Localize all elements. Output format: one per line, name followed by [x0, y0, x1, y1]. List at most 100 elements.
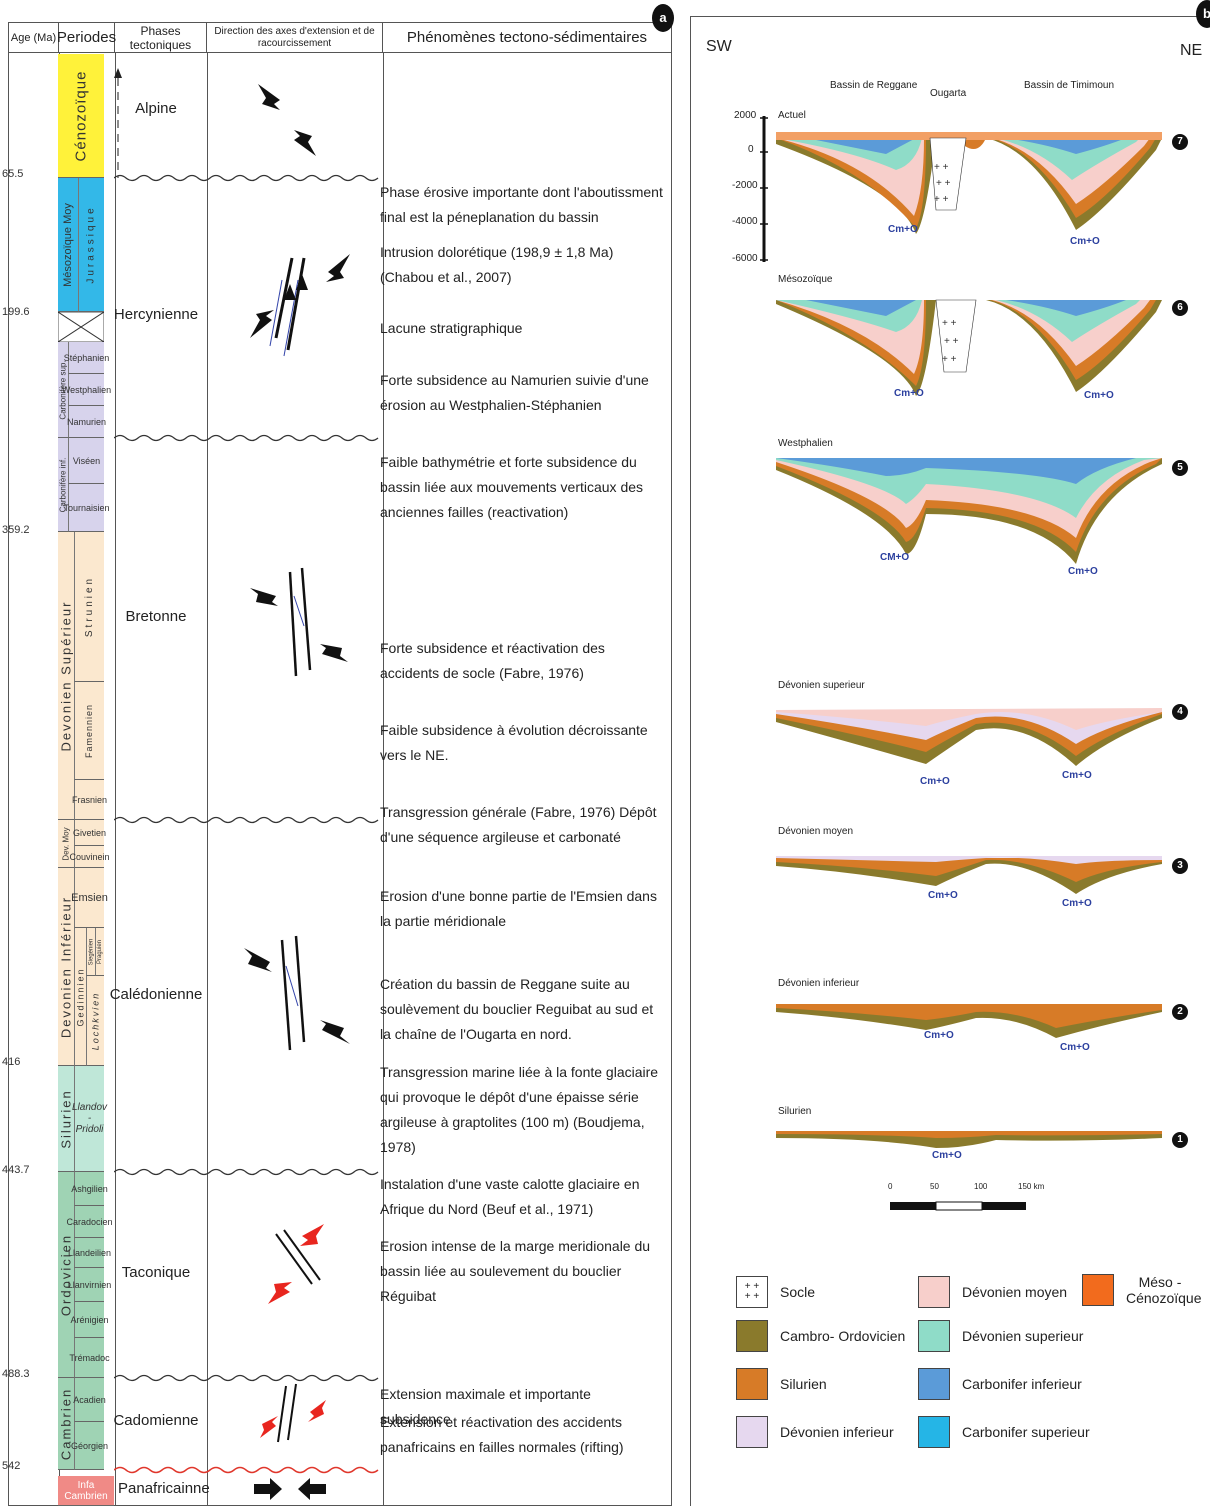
stage-emsien: Emsien [71, 868, 108, 928]
cross-section-devonien-moyen [776, 856, 1162, 894]
continuation-arrow-icon [114, 68, 122, 178]
cross-section-devonien-inferieur [776, 1004, 1162, 1038]
section-number: 4 [1172, 704, 1188, 720]
section-label: Actuel [778, 110, 806, 121]
section-number: 5 [1172, 460, 1188, 476]
extension-arrows-red-icon [268, 1224, 324, 1304]
stage-arenigien: Arénigien [70, 1302, 109, 1338]
cross-section-panel [690, 16, 1210, 1506]
svg-text:+ +: + + [942, 318, 957, 329]
header-phenomena: Phénomènes tectono-sédimentaires [383, 23, 671, 53]
panel-tag-b: b [1196, 0, 1210, 28]
stage-acadien: Acadien [73, 1378, 106, 1422]
scale-label: 0 [888, 1182, 893, 1191]
section-label: Dévonien superieur [778, 680, 865, 691]
unconformity-line [114, 1168, 379, 1176]
cmo-label: Cm+O [1062, 770, 1092, 781]
stage-siegenien: Siegénien [86, 928, 95, 976]
section-number: 7 [1172, 134, 1188, 150]
phenomenon-text: Erosion d'une bonne partie de l'Emsien d… [380, 888, 657, 929]
stage-georgien: Géorgien [71, 1422, 108, 1470]
age-label: 65.5 [2, 168, 24, 180]
unconformity-line [114, 1374, 379, 1382]
cross-section-mesozoique: + + + + + + [776, 299, 1162, 396]
period-cambrien: Cambrien [58, 1378, 74, 1470]
scale-label: 150 km [1018, 1182, 1045, 1191]
phase-taconique: Taconique [121, 1264, 191, 1281]
header-age: Age (Ma) [9, 23, 59, 53]
cmo-label: Cm+O [1068, 566, 1098, 577]
phenomenon-text: Faible subsidence à évolution décroissan… [380, 722, 648, 763]
legend-meso-cenozoique: Méso - Cénozoïque [1082, 1274, 1202, 1306]
cmo-label: Cm+O [888, 224, 918, 235]
phenomenon-text: Forte subsidence et réactivation des acc… [380, 640, 605, 681]
basin-label-timimoun: Bassin de Timimoun [1024, 80, 1115, 91]
stage-tournaisien: Tournaisien [63, 484, 110, 532]
stage-jurassique: Jurassique [78, 178, 104, 312]
svg-text:+ +: + + [936, 178, 951, 189]
section-number: 6 [1172, 300, 1188, 316]
cmo-label: Cm+O [920, 776, 950, 787]
stage-lochkvien: Lochkvien [86, 976, 104, 1066]
sw-label: SW [706, 38, 732, 55]
fault-transpression-icon [244, 935, 350, 1051]
svg-text:+ +: + + [934, 194, 949, 205]
stage-frasnien: Frasnien [72, 780, 107, 820]
stage-strunien: Strunien [74, 532, 104, 682]
section-label: Westphalien [778, 438, 833, 449]
stage-llandov-pridoli: Llandov - Pridoli [72, 1066, 107, 1172]
section-number: 1 [1172, 1132, 1188, 1148]
depth-tick: -2000 [732, 180, 758, 191]
stage-stephanien: Stéphanien [64, 342, 109, 374]
cmo-label: Cm+O [1060, 1042, 1090, 1053]
column-divider [115, 53, 116, 1505]
cross-section-silurien [776, 1131, 1162, 1148]
column-divider [207, 53, 208, 1505]
depth-tick: 0 [748, 144, 754, 155]
socle-swatch: + + + + [736, 1276, 768, 1308]
cmo-label: Cm+O [928, 890, 958, 901]
svg-text:+ +: + + [942, 354, 957, 365]
header-direction: Direction des axes d'extension et de rac… [207, 23, 383, 53]
legend-carbonifer-inferieur: Carbonifer inferieur [918, 1368, 1082, 1400]
period-carbonifere-sup: Carbonifère sup. [58, 342, 68, 438]
period-dev-moy: Dev. Moy [58, 820, 74, 868]
stage-couvinein: Couvinein [69, 846, 110, 868]
legend-devonien-superieur: Dévonien superieur [918, 1320, 1083, 1352]
age-label: 542 [2, 1460, 21, 1472]
age-label: 443.7 [2, 1164, 30, 1176]
section-label: Mésozoïque [778, 274, 833, 285]
stage-llandeilien: Llandeilien [68, 1238, 111, 1268]
stage-namurien: Namurien [67, 406, 106, 438]
phenomenon-text: Transgression générale (Fabre, 1976) Dép… [380, 804, 657, 845]
ne-label: NE [1180, 42, 1203, 59]
phenomenon-text: Intrusion dolorétique (198,9 ± 1,8 Ma) (… [380, 244, 614, 285]
legend-carbonifer-superieur: Carbonifer superieur [918, 1416, 1090, 1448]
cross-section-westphalien [776, 458, 1162, 564]
phase-caledonienne: Calédonienne [109, 986, 203, 1003]
scale-label: 100 [974, 1182, 988, 1191]
unconformity-line [114, 174, 379, 182]
phase-hercynienne: Hercynienne [113, 306, 199, 323]
phenomenon-text: Extension et réactivation des accidents … [380, 1414, 624, 1455]
header-periods: Periodes [57, 23, 116, 53]
legend-devonien-moyen: Dévonien moyen [918, 1276, 1067, 1308]
section-label: Dévonien moyen [778, 826, 854, 837]
compression-arrows-icon [258, 84, 316, 156]
header-phases: Phases tectoniques [115, 23, 207, 53]
stage-praguien: Praguien [95, 928, 104, 976]
period-carbonifere-inf: Carbonifère inf. [58, 438, 68, 532]
legend-cambro-ordovicien: Cambro- Ordovicien [736, 1320, 905, 1352]
column-divider [383, 53, 384, 1505]
period-infra-cambrien: Infa Cambrien [58, 1476, 114, 1506]
cmo-label: Cm+O [1062, 898, 1092, 909]
section-number: 3 [1172, 858, 1188, 874]
phenomenon-text: Phase érosive importante dont l'aboutiss… [380, 184, 663, 225]
section-label: Dévonien inferieur [778, 978, 860, 989]
fault-compression-icon [250, 254, 350, 357]
phenomenon-text: Lacune stratigraphique [380, 320, 523, 336]
scale-label: 50 [930, 1182, 939, 1191]
section-label: Silurien [778, 1106, 812, 1117]
stage-caradocien: Caradocien [66, 1206, 113, 1238]
phase-panafricainne: Panafricainne [118, 1480, 210, 1497]
